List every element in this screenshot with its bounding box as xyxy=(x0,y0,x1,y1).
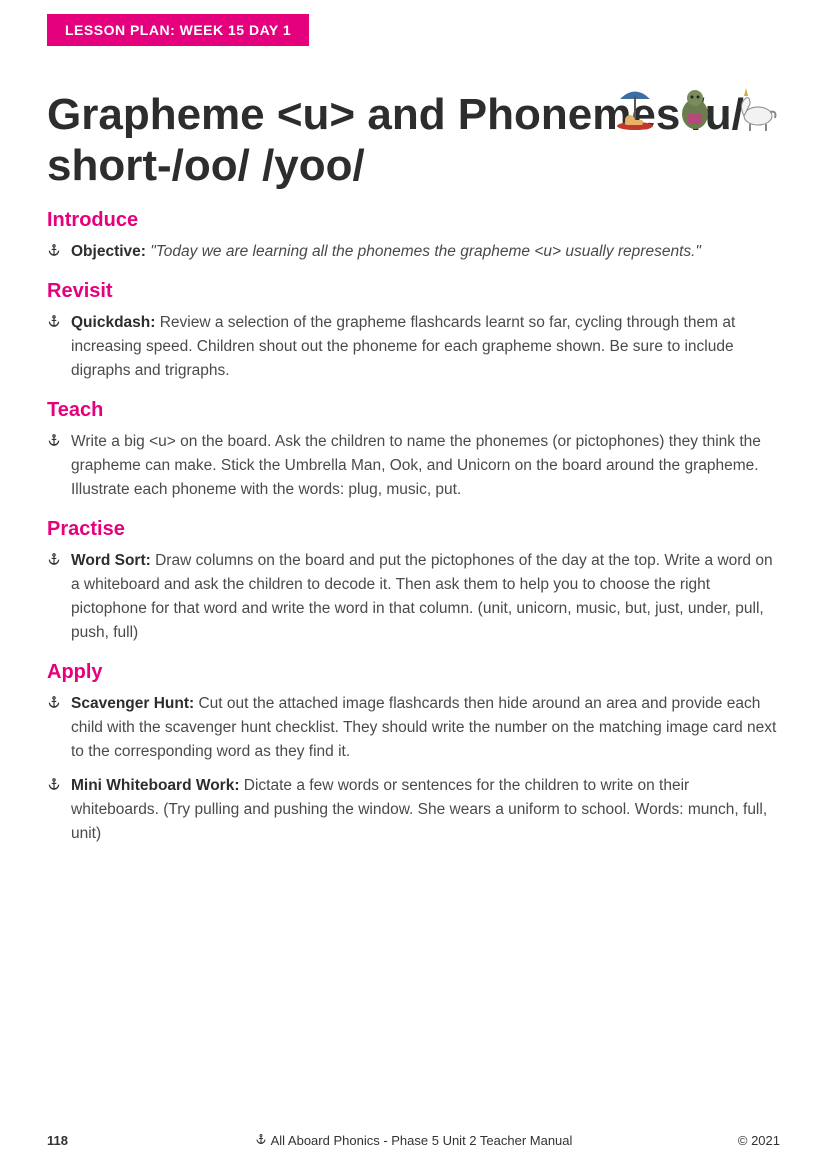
lesson-item: Word Sort: Draw columns on the board and… xyxy=(47,549,780,645)
anchor-icon xyxy=(47,777,61,791)
ogre-icon xyxy=(670,84,720,134)
item-label: Objective: xyxy=(71,243,150,260)
item-body: Scavenger Hunt: Cut out the attached ima… xyxy=(71,692,780,764)
section-heading: Apply xyxy=(47,661,780,684)
footer-title-text: All Aboard Phonics - Phase 5 Unit 2 Teac… xyxy=(271,1133,573,1148)
lesson-item: Scavenger Hunt: Cut out the attached ima… xyxy=(47,692,780,764)
page-content: Grapheme <u> and Phonemes /u/ short-/oo/… xyxy=(47,80,780,856)
page-number: 118 xyxy=(47,1133,127,1148)
footer-title: All Aboard Phonics - Phase 5 Unit 2 Teac… xyxy=(127,1133,700,1148)
lesson-item: Mini Whiteboard Work: Dictate a few word… xyxy=(47,774,780,846)
section-heading: Revisit xyxy=(47,280,780,303)
lesson-item: Objective: "Today we are learning all th… xyxy=(47,240,780,264)
lesson-item: Quickdash: Review a selection of the gra… xyxy=(47,311,780,383)
item-body: Quickdash: Review a selection of the gra… xyxy=(71,311,780,383)
item-body: Objective: "Today we are learning all th… xyxy=(71,240,780,264)
item-label: Word Sort: xyxy=(71,552,155,569)
anchor-icon xyxy=(47,695,61,709)
title-row: Grapheme <u> and Phonemes /u/ short-/oo/… xyxy=(47,90,780,191)
item-label: Mini Whiteboard Work: xyxy=(71,777,244,794)
anchor-icon xyxy=(47,552,61,566)
item-text: Write a big <u> on the board. Ask the ch… xyxy=(71,433,761,498)
item-label: Scavenger Hunt: xyxy=(71,695,198,712)
item-text: Review a selection of the grapheme flash… xyxy=(71,314,735,379)
item-body: Mini Whiteboard Work: Dictate a few word… xyxy=(71,774,780,846)
anchor-icon xyxy=(47,243,61,257)
sections: Introduce Objective: "Today we are learni… xyxy=(47,209,780,846)
section-heading: Introduce xyxy=(47,209,780,232)
lesson-plan-badge: LESSON PLAN: WEEK 15 DAY 1 xyxy=(47,14,309,46)
lesson-item: Write a big <u> on the board. Ask the ch… xyxy=(47,430,780,502)
illustrations xyxy=(610,84,780,134)
beach-umbrella-icon xyxy=(610,84,660,134)
item-text: Draw columns on the board and put the pi… xyxy=(71,552,773,641)
anchor-icon xyxy=(255,1133,267,1145)
section-heading: Practise xyxy=(47,518,780,541)
page-footer: 118 All Aboard Phonics - Phase 5 Unit 2 … xyxy=(47,1133,780,1148)
item-body: Word Sort: Draw columns on the board and… xyxy=(71,549,780,645)
footer-copyright: © 2021 xyxy=(700,1133,780,1148)
section-heading: Teach xyxy=(47,399,780,422)
unicorn-icon xyxy=(730,84,780,134)
anchor-icon xyxy=(47,314,61,328)
item-body: Write a big <u> on the board. Ask the ch… xyxy=(71,430,780,502)
item-label: Quickdash: xyxy=(71,314,160,331)
item-text: "Today we are learning all the phonemes … xyxy=(150,243,701,260)
anchor-icon xyxy=(47,433,61,447)
